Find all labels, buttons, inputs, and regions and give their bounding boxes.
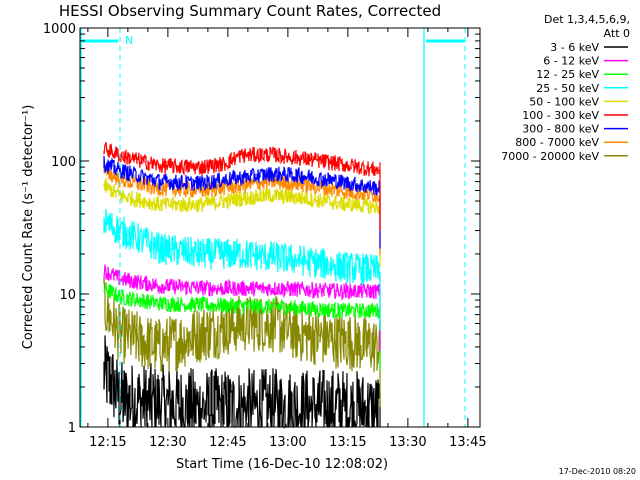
- series-line-5: [103, 177, 381, 268]
- legend-label: 100 - 300 keV: [522, 109, 599, 122]
- legend-label: 7000 - 20000 keV: [501, 150, 599, 163]
- x-tick-label: 12:45: [209, 435, 246, 450]
- legend-label: 800 - 7000 keV: [515, 136, 599, 149]
- x-tick-label: 13:00: [269, 435, 306, 450]
- x-tick-label: 12:30: [149, 435, 186, 450]
- legend-label: 6 - 12 keV: [543, 55, 599, 68]
- plot-frame: [79, 27, 481, 428]
- series-lines: [103, 141, 381, 430]
- y-tick-label: 1: [68, 421, 76, 436]
- y-axis-label: Corrected Count Rate (s⁻¹ detector⁻¹): [21, 105, 36, 350]
- y-tick-label: 100: [51, 155, 76, 170]
- legend-header-line-2: Att 0: [604, 27, 630, 40]
- x-tick-label: 12:15: [89, 435, 126, 450]
- series-line-7: [103, 155, 381, 249]
- instrument-state-markers: N: [80, 28, 466, 427]
- x-tick-label: 13:30: [389, 435, 426, 450]
- series-line-9: [103, 277, 381, 407]
- chart-title: HESSI Observing Summary Count Rates, Cor…: [59, 2, 441, 20]
- x-axis-label: Start Time (16-Dec-10 12:08:02): [176, 457, 388, 472]
- legend-label: 300 - 800 keV: [522, 123, 599, 136]
- x-tick-label: 13:45: [449, 435, 486, 450]
- x-axis: 12:15 12:30 12:45 13:00 13:15 13:30 13:45: [87, 28, 487, 450]
- series-line-3: [103, 282, 381, 371]
- legend-header-line-1: Det 1,3,4,5,6,9,: [544, 13, 630, 26]
- legend-label: 3 - 6 keV: [550, 41, 599, 54]
- y-axis: 1 10 100 1000: [43, 22, 480, 436]
- legend-label: 12 - 25 keV: [536, 68, 599, 81]
- x-tick-label: 13:15: [329, 435, 366, 450]
- night-annotation: N: [125, 34, 133, 47]
- legend-label: 25 - 50 keV: [536, 82, 599, 95]
- series-line-4: [103, 208, 381, 331]
- series-line-8: [103, 164, 381, 256]
- y-tick-label: 10: [59, 288, 76, 303]
- y-tick-label: 1000: [43, 22, 76, 37]
- timestamp: 17-Dec-2010 08:20: [559, 467, 636, 476]
- series-line-2: [103, 264, 381, 352]
- legend-label: 50 - 100 keV: [529, 95, 599, 108]
- series-line-6: [103, 141, 381, 231]
